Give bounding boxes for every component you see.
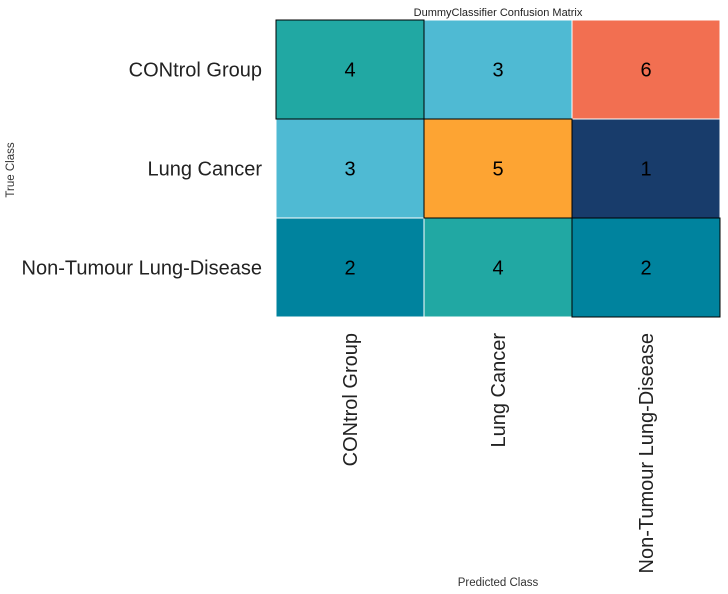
heatmap-cell-r0-c1 <box>423 19 573 120</box>
diagonal-outline-1 <box>423 118 573 219</box>
row-tick-label: Lung Cancer <box>147 159 262 181</box>
cell-value-r2-c2: 2 <box>640 258 651 280</box>
col-tick-label: CONtrol Group <box>340 333 362 466</box>
cell-value-r0-c2: 6 <box>640 60 651 82</box>
row-tick-label: CONtrol Group <box>129 60 262 82</box>
heatmap-cell-r2-c0 <box>275 217 425 318</box>
heatmap-cell-r1-c2 <box>571 118 721 219</box>
cell-value-r1-c1: 5 <box>492 159 503 181</box>
row-tick-label: Non-Tumour Lung-Disease <box>22 258 262 280</box>
heatmap-cell-r1-c1 <box>423 118 573 219</box>
y-axis-label: True Class <box>5 142 17 197</box>
col-tick-labels: CONtrol Group Lung Cancer Non-Tumour Lung-… <box>340 333 658 574</box>
x-axis-label: Predicted Class <box>458 577 539 589</box>
cell-value-r1-c0: 3 <box>344 159 355 181</box>
cell-value-r0-c0: 4 <box>344 60 355 82</box>
cell-value-r2-c1: 4 <box>492 258 503 280</box>
heatmap-cells: 4 3 6 3 5 1 2 4 2 <box>275 19 721 318</box>
chart-title: DummyClassifier Confusion Matrix <box>414 7 583 19</box>
cell-value-r2-c0: 2 <box>344 258 355 280</box>
row-tick-labels: CONtrol Group Lung Cancer Non-Tumour Lung-… <box>22 60 263 280</box>
cell-value-r1-c2: 1 <box>640 159 651 181</box>
diagonal-outlines <box>275 19 721 318</box>
heatmap-cell-r0-c0 <box>275 19 425 120</box>
heatmap-cell-r2-c1 <box>423 217 573 318</box>
diagonal-outline-2 <box>571 217 721 318</box>
heatmap-cell-r0-c2 <box>571 19 721 120</box>
diagonal-outline-0 <box>275 19 425 120</box>
col-tick-label: Non-Tumour Lung-Disease <box>636 333 658 573</box>
col-tick-label: Lung Cancer <box>488 333 510 448</box>
heatmap-cell-r1-c0 <box>275 118 425 219</box>
cell-value-r0-c1: 3 <box>492 60 503 82</box>
